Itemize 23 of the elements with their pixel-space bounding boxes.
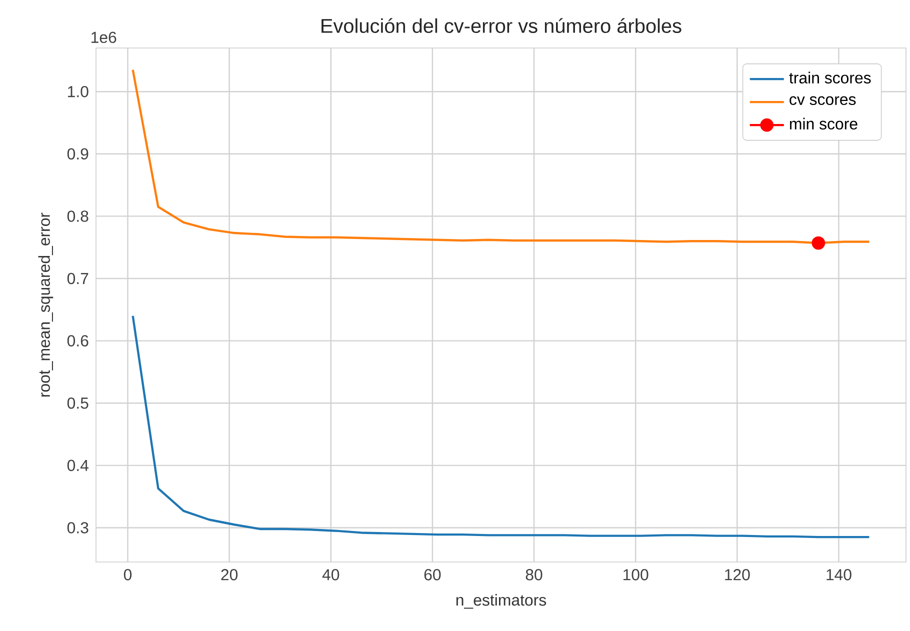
y-tick-label: 0.7 xyxy=(67,272,88,284)
x-tick-label: 140 xyxy=(826,569,852,580)
y-tick-label: 0.8 xyxy=(67,210,88,222)
text: 1e6 xyxy=(92,32,116,44)
x-tick-label: 120 xyxy=(725,569,750,580)
x-tick-label: 60 xyxy=(424,569,441,580)
y-axis-title: root_mean_squared_error xyxy=(38,212,54,397)
x-tick-label: 20 xyxy=(221,569,238,580)
y-tick-label: 0.4 xyxy=(67,460,88,472)
legend-label: min score xyxy=(790,118,858,130)
legend-label: train scores xyxy=(789,72,871,84)
x-axis-title: n_estimators xyxy=(456,594,546,609)
y-tick-label: 0.3 xyxy=(67,522,88,534)
y-tick-label: 0.5 xyxy=(67,397,88,409)
x-tick-label: 100 xyxy=(624,569,648,580)
y-tick-label: 0.6 xyxy=(67,335,88,346)
legend-label: cv scores xyxy=(790,96,856,106)
x-tick-label: 0 xyxy=(124,569,132,580)
x-tick-label: 80 xyxy=(526,569,542,580)
y-tick-label: 0.9 xyxy=(67,148,88,160)
y-tick-label: 1.0 xyxy=(68,86,88,98)
x-tick-label: 40 xyxy=(322,569,340,580)
chart-title: Evolución del cv-error vs número árboles xyxy=(322,18,682,33)
